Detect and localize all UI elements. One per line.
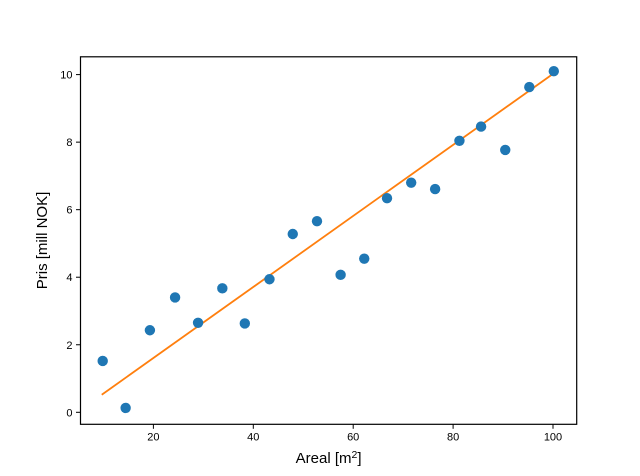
svg-text:8: 8 [66,137,72,149]
svg-text:80: 80 [447,431,459,443]
svg-text:100: 100 [544,431,562,443]
svg-text:6: 6 [66,205,72,217]
svg-text:2: 2 [66,340,72,352]
svg-text:4: 4 [66,272,72,284]
svg-text:60: 60 [347,431,359,443]
svg-text:20: 20 [147,431,159,443]
svg-text:10: 10 [60,70,72,82]
svg-text:40: 40 [247,431,259,443]
svg-text:0: 0 [66,407,72,419]
svg-text:Pris [mill NOK]: Pris [mill NOK] [34,192,51,290]
